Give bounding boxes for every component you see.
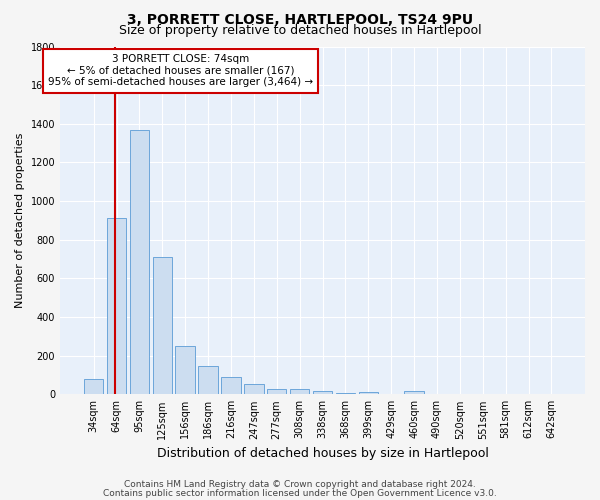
Bar <box>221 378 241 394</box>
Bar <box>267 389 286 394</box>
Bar <box>107 218 126 394</box>
Bar <box>335 393 355 394</box>
X-axis label: Distribution of detached houses by size in Hartlepool: Distribution of detached houses by size … <box>157 447 488 460</box>
Text: Contains public sector information licensed under the Open Government Licence v3: Contains public sector information licen… <box>103 488 497 498</box>
Text: 3, PORRETT CLOSE, HARTLEPOOL, TS24 9PU: 3, PORRETT CLOSE, HARTLEPOOL, TS24 9PU <box>127 12 473 26</box>
Bar <box>404 391 424 394</box>
Bar <box>152 257 172 394</box>
Bar <box>175 346 195 395</box>
Bar <box>359 392 378 394</box>
Bar <box>199 366 218 394</box>
Text: Size of property relative to detached houses in Hartlepool: Size of property relative to detached ho… <box>119 24 481 37</box>
Bar <box>290 388 310 394</box>
Y-axis label: Number of detached properties: Number of detached properties <box>15 132 25 308</box>
Bar <box>130 130 149 394</box>
Bar <box>244 384 263 394</box>
Bar <box>84 379 103 394</box>
Text: 3 PORRETT CLOSE: 74sqm
← 5% of detached houses are smaller (167)
95% of semi-det: 3 PORRETT CLOSE: 74sqm ← 5% of detached … <box>48 54 313 88</box>
Text: Contains HM Land Registry data © Crown copyright and database right 2024.: Contains HM Land Registry data © Crown c… <box>124 480 476 489</box>
Bar <box>313 392 332 394</box>
